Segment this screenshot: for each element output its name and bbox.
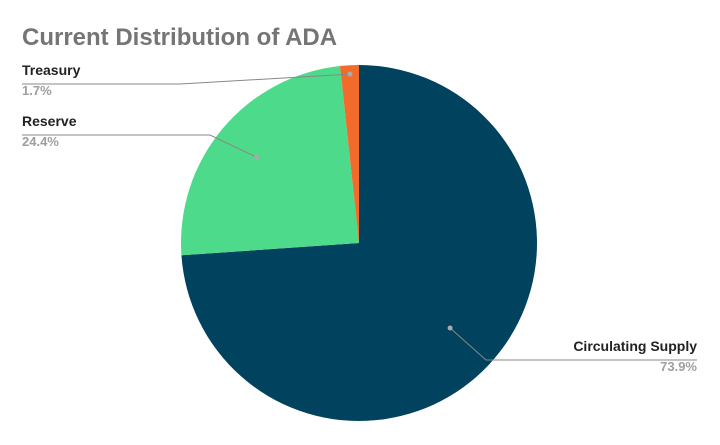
leader-line xyxy=(449,327,697,361)
leader-dot xyxy=(447,325,453,331)
pie-slice xyxy=(340,65,359,243)
pie-slice xyxy=(181,65,537,421)
slice-value: 73.9% xyxy=(660,359,697,374)
slice-value: 24.4% xyxy=(22,134,59,149)
leader-dot xyxy=(347,71,353,77)
slice-value: 1.7% xyxy=(22,83,52,98)
slice-label: Reserve xyxy=(22,113,77,129)
pie-slice xyxy=(181,66,359,256)
chart-title: Current Distribution of ADA xyxy=(22,24,337,51)
slice-label: Treasury xyxy=(22,62,81,78)
leader-line xyxy=(22,73,351,85)
leader-line xyxy=(22,134,257,158)
slice-label: Circulating Supply xyxy=(573,338,697,354)
leader-dot xyxy=(254,154,260,160)
